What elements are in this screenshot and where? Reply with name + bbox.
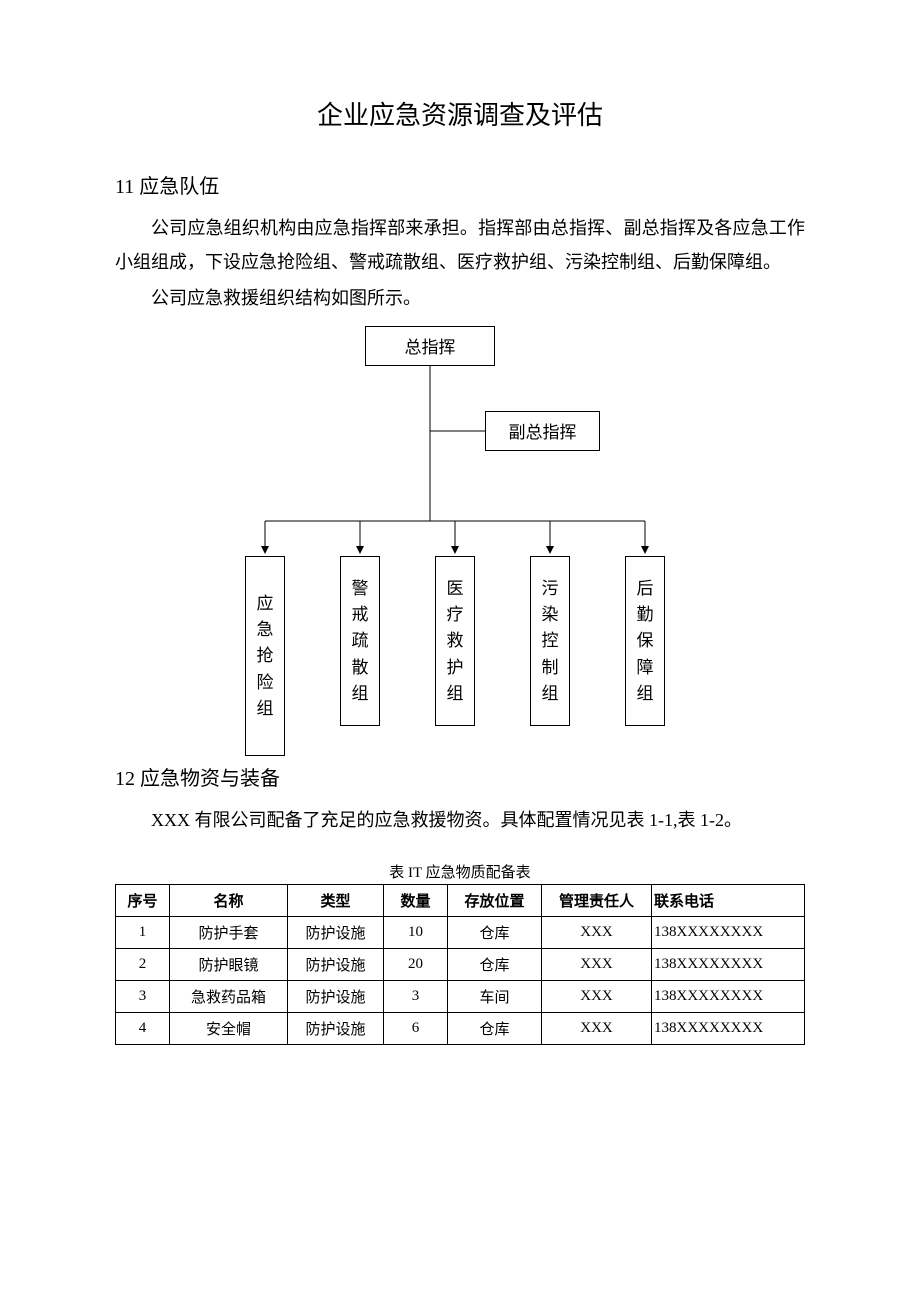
table-cell: 安全帽 — [170, 1012, 288, 1044]
table-row: 2防护眼镜防护设施20仓库XXX138XXXXXXXX — [116, 948, 805, 980]
table1-th-owner: 管理责任人 — [542, 884, 652, 916]
section1-p1: 公司应急组织机构由应急指挥部来承担。指挥部由总指挥、副总指挥及各应急工作小组组成… — [115, 211, 805, 279]
table-cell: 防护设施 — [288, 980, 384, 1012]
table-cell: 138XXXXXXXX — [652, 1012, 805, 1044]
table-cell: 防护设施 — [288, 948, 384, 980]
table1-th-seq: 序号 — [116, 884, 170, 916]
table-cell: 仓库 — [448, 948, 542, 980]
org-chart: 总指挥 副总指挥 应急抢险组 警戒疏散组 医疗救护组 污染控制组 后勤保障组 — [225, 326, 715, 756]
org-leaf-logistics: 后勤保障组 — [625, 556, 665, 726]
table-cell: 2 — [116, 948, 170, 980]
table1-th-loc: 存放位置 — [448, 884, 542, 916]
org-node-commander: 总指挥 — [365, 326, 495, 366]
table-row: 4安全帽防护设施6仓库XXX138XXXXXXXX — [116, 1012, 805, 1044]
table-cell: 20 — [384, 948, 448, 980]
table-cell: XXX — [542, 980, 652, 1012]
table-cell: 138XXXXXXXX — [652, 980, 805, 1012]
table-cell: 138XXXXXXXX — [652, 948, 805, 980]
table-cell: 3 — [116, 980, 170, 1012]
table-cell: 仓库 — [448, 916, 542, 948]
table-cell: 急救药品箱 — [170, 980, 288, 1012]
table-row: 1防护手套防护设施10仓库XXX138XXXXXXXX — [116, 916, 805, 948]
table-cell: 1 — [116, 916, 170, 948]
table-cell: 10 — [384, 916, 448, 948]
section1-p2: 公司应急救援组织结构如图所示。 — [115, 281, 805, 315]
table-cell: 仓库 — [448, 1012, 542, 1044]
table1: 序号 名称 类型 数量 存放位置 管理责任人 联系电话 1防护手套防护设施10仓… — [115, 884, 805, 1045]
table1-caption: 表 IT 应急物质配备表 — [115, 861, 805, 882]
table-cell: 防护眼镜 — [170, 948, 288, 980]
org-leaf-rescue: 应急抢险组 — [245, 556, 285, 756]
table1-th-type: 类型 — [288, 884, 384, 916]
table-cell: 车间 — [448, 980, 542, 1012]
table-cell: XXX — [542, 1012, 652, 1044]
table-cell: 4 — [116, 1012, 170, 1044]
table1-header-row: 序号 名称 类型 数量 存放位置 管理责任人 联系电话 — [116, 884, 805, 916]
org-leaf-medical: 医疗救护组 — [435, 556, 475, 726]
table-cell: 防护设施 — [288, 916, 384, 948]
section2-heading: 12 应急物资与装备 — [115, 762, 805, 791]
table-cell: 6 — [384, 1012, 448, 1044]
table-cell: 防护设施 — [288, 1012, 384, 1044]
page-title: 企业应急资源调查及评估 — [115, 95, 805, 132]
table1-th-qty: 数量 — [384, 884, 448, 916]
table1-th-name: 名称 — [170, 884, 288, 916]
section2-p1: XXX 有限公司配备了充足的应急救援物资。具体配置情况见表 1-1,表 1-2。 — [115, 803, 805, 837]
section1-heading: 11 应急队伍 — [115, 170, 805, 199]
table-cell: 138XXXXXXXX — [652, 916, 805, 948]
table-cell: XXX — [542, 916, 652, 948]
org-leaf-evacuate: 警戒疏散组 — [340, 556, 380, 726]
table1-th-phone: 联系电话 — [652, 884, 805, 916]
table-cell: XXX — [542, 948, 652, 980]
org-leaf-pollution: 污染控制组 — [530, 556, 570, 726]
table-cell: 3 — [384, 980, 448, 1012]
table-row: 3急救药品箱防护设施3车间XXX138XXXXXXXX — [116, 980, 805, 1012]
org-node-deputy: 副总指挥 — [485, 411, 600, 451]
table-cell: 防护手套 — [170, 916, 288, 948]
